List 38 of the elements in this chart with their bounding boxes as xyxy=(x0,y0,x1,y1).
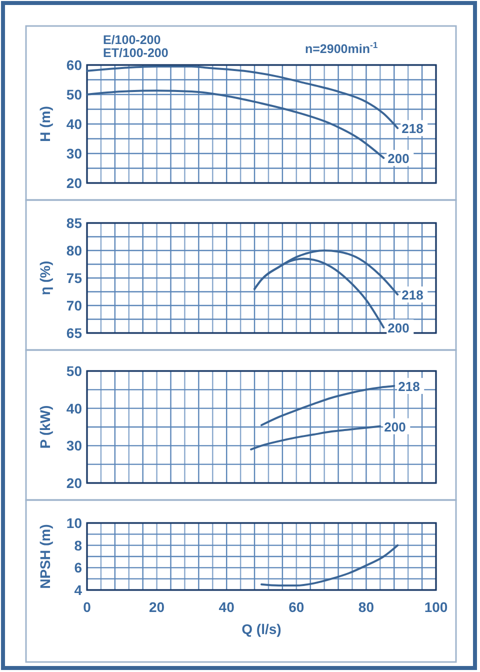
y-tick-label: 4 xyxy=(74,582,82,598)
y-tick-label: 6 xyxy=(74,560,82,576)
y-tick-label: 80 xyxy=(66,242,82,258)
y-tick-label: 40 xyxy=(66,400,82,416)
y-axis-title: P (kW) xyxy=(37,405,53,449)
y-tick-label: 85 xyxy=(66,215,82,231)
y-tick-label: 75 xyxy=(66,270,82,286)
x-tick-label: 20 xyxy=(149,599,165,615)
x-tick-label: 100 xyxy=(424,599,448,615)
y-tick-label: 50 xyxy=(66,363,82,379)
text: n=2900min$^{-1}$ xyxy=(305,40,378,56)
y-tick-label: 50 xyxy=(66,86,82,102)
y-tick-label: 70 xyxy=(66,298,82,314)
series-label: 200 xyxy=(384,419,406,434)
y-tick-label: 20 xyxy=(66,175,82,191)
text: ET/100-200 xyxy=(103,46,168,60)
y-axis-title: NPSH (m) xyxy=(37,524,53,589)
series-label: 218 xyxy=(398,378,420,394)
y-tick-label: 60 xyxy=(66,57,82,73)
y-tick-label: 40 xyxy=(66,116,82,132)
series-label: 218 xyxy=(402,121,424,136)
series-label: 200 xyxy=(388,150,410,166)
x-tick-label: 40 xyxy=(218,599,235,615)
y-axis-title: η (%) xyxy=(37,260,53,296)
x-tick-label: 80 xyxy=(358,599,374,615)
y-tick-label: 65 xyxy=(66,325,82,341)
x-axis-title: Q (l/s) xyxy=(242,621,282,637)
y-tick-label: 8 xyxy=(74,537,82,554)
y-tick-label: 30 xyxy=(66,438,82,454)
series-label: 218 xyxy=(402,288,424,302)
series-label: 200 xyxy=(388,320,410,336)
text: E/100-200 xyxy=(103,33,161,47)
y-tick-label: 20 xyxy=(66,475,82,491)
y-axis-title: H (m) xyxy=(37,106,53,142)
y-tick-label: 30 xyxy=(66,146,82,162)
y-tick-label: 10 xyxy=(66,515,82,531)
x-tick-label: 0 xyxy=(83,599,92,615)
x-tick-label: 60 xyxy=(288,599,304,615)
